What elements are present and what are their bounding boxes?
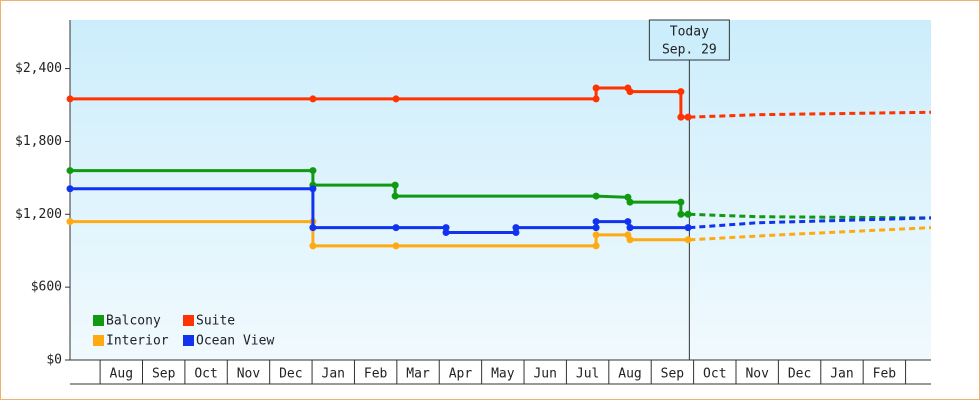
legend-label: Suite xyxy=(196,314,235,329)
x-tick-label: Nov xyxy=(237,367,261,382)
point xyxy=(684,224,692,232)
forecast-line xyxy=(689,212,932,220)
legend-label: Ocean View xyxy=(196,334,274,349)
point xyxy=(512,229,520,236)
x-tick-label: Sep xyxy=(661,367,685,382)
point xyxy=(677,210,685,218)
x-tick-label: Dec xyxy=(279,367,302,382)
x-tick-label: Jul xyxy=(576,367,599,382)
point xyxy=(592,218,600,226)
legend-swatch xyxy=(183,335,194,346)
point xyxy=(391,181,399,189)
x-tick-label: Jun xyxy=(533,367,556,382)
point xyxy=(592,231,600,239)
forecast-line xyxy=(689,216,932,230)
x-tick-label: Oct xyxy=(703,367,726,382)
point xyxy=(592,84,600,92)
x-tick-label: Apr xyxy=(449,367,473,382)
series-line xyxy=(70,86,689,119)
x-tick-label: Dec xyxy=(788,367,811,382)
point xyxy=(592,242,600,250)
point xyxy=(66,167,74,175)
y-tick-label: $0 xyxy=(46,353,62,368)
point xyxy=(391,192,399,200)
point xyxy=(309,167,317,175)
y-tick-label: $1,800 xyxy=(15,134,62,149)
x-tick-label: Mar xyxy=(406,367,430,382)
point xyxy=(684,113,692,121)
point xyxy=(66,95,74,103)
point xyxy=(66,185,74,193)
x-tick-label: Aug xyxy=(618,367,641,382)
x-tick-label: Jan xyxy=(322,367,345,382)
point xyxy=(592,95,600,103)
x-tick-label: Oct xyxy=(194,367,217,382)
point xyxy=(66,218,74,226)
point xyxy=(309,224,317,232)
x-tick-label: Aug xyxy=(110,367,133,382)
point xyxy=(442,224,450,232)
forecast-line xyxy=(689,110,932,119)
today-box xyxy=(648,19,730,61)
legend-label: Interior xyxy=(106,334,169,349)
point xyxy=(624,218,632,226)
point xyxy=(677,88,685,96)
x-tick-label: Jan xyxy=(830,367,853,382)
point xyxy=(626,236,634,244)
point xyxy=(626,198,634,206)
x-tick-label: Nov xyxy=(745,367,769,382)
point xyxy=(309,185,317,193)
point xyxy=(592,192,600,200)
point xyxy=(684,210,692,218)
y-tick-label: $1,200 xyxy=(15,207,62,222)
point xyxy=(392,242,400,250)
point xyxy=(392,95,400,103)
point xyxy=(677,113,685,121)
legend-label: Balcony xyxy=(106,314,161,329)
point xyxy=(626,224,634,232)
point xyxy=(442,229,450,236)
x-tick-label: Feb xyxy=(873,367,897,382)
point xyxy=(684,236,692,244)
point xyxy=(309,242,317,250)
y-tick-label: $2,400 xyxy=(15,61,62,76)
point xyxy=(677,198,685,206)
x-tick-label: Feb xyxy=(364,367,388,382)
today-label: Today xyxy=(670,25,709,40)
forecast-line xyxy=(689,226,932,242)
x-tick-label: Sep xyxy=(152,367,176,382)
legend-swatch xyxy=(183,315,194,326)
point xyxy=(309,95,317,103)
legend-swatch xyxy=(93,315,104,326)
point xyxy=(512,224,520,232)
legend-swatch xyxy=(93,335,104,346)
x-tick-label: May xyxy=(491,367,515,382)
y-tick-label: $600 xyxy=(31,280,62,295)
point xyxy=(592,224,600,232)
point xyxy=(626,88,634,96)
point xyxy=(392,224,400,232)
today-label: Sep. 29 xyxy=(662,43,717,58)
